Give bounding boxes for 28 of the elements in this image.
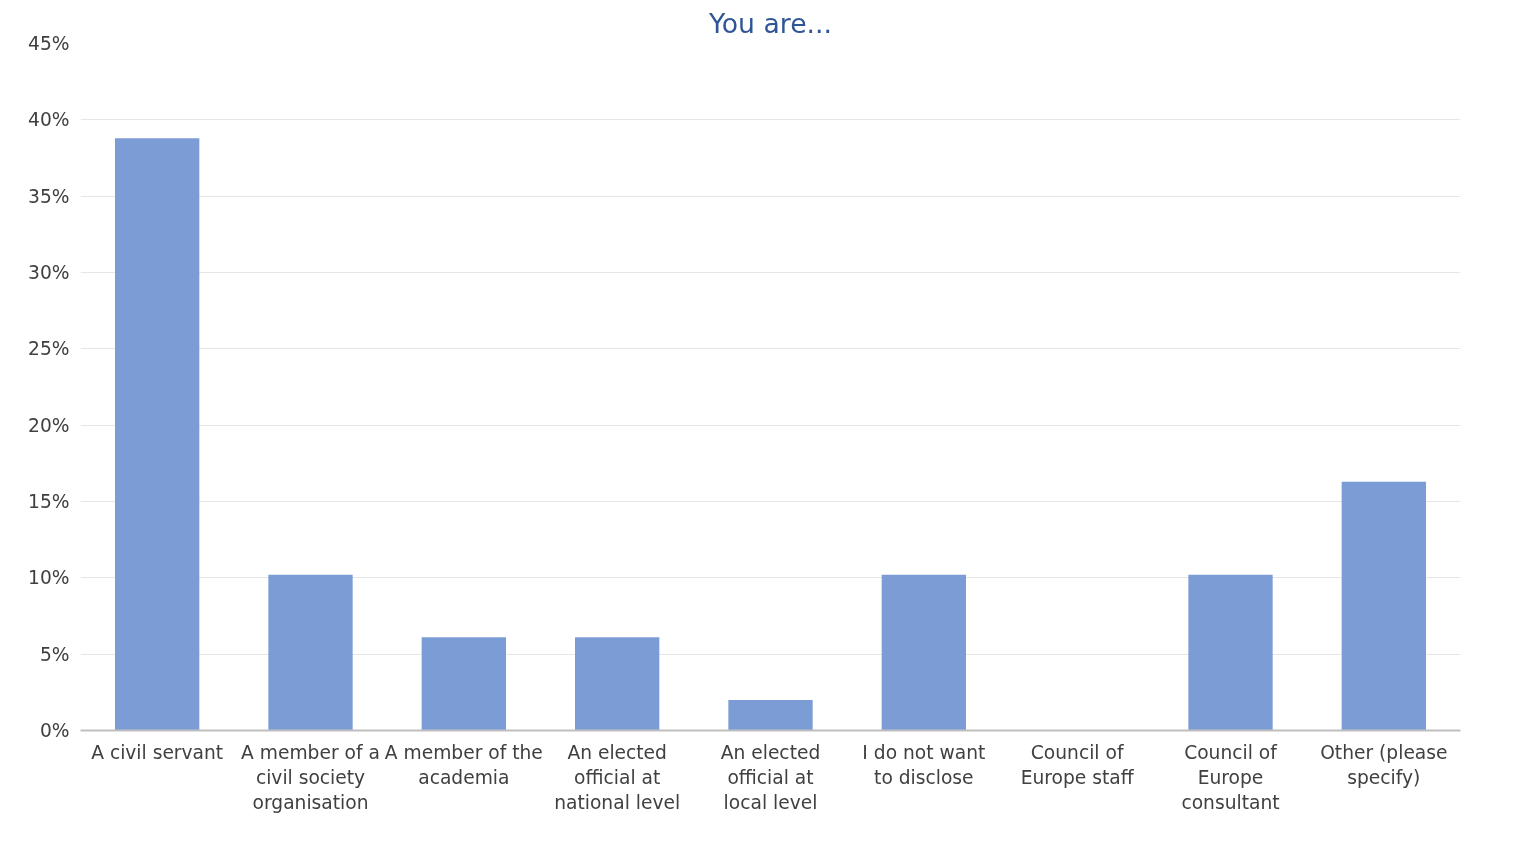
y-tick-label: 5% [39, 643, 70, 665]
x-tick-label: An elected official at local level [720, 741, 821, 813]
x-tick-label: Council of Europe staff [1020, 741, 1135, 788]
bar [421, 637, 506, 731]
bar [1341, 481, 1426, 731]
y-tick-label: 15% [28, 491, 70, 512]
x-tick-label: An elected official at national level [554, 741, 681, 813]
x-tick-label: A civil servant [91, 741, 224, 763]
y-tick-label: 45% [28, 33, 70, 54]
y-tick-label: 0% [39, 720, 70, 741]
bar [115, 138, 200, 731]
x-tick-label: I do not want to disclose [862, 741, 986, 788]
bar [881, 574, 966, 731]
bar [268, 574, 353, 731]
bar [1188, 574, 1273, 731]
x-tick-label: Council of Europe consultant [1181, 741, 1280, 813]
y-tick-label: 40% [28, 109, 70, 131]
y-tick-label: 20% [28, 414, 70, 436]
x-tick-label: A member of the academia [384, 741, 543, 788]
bar [728, 699, 813, 731]
y-tick-label: 25% [28, 338, 70, 360]
y-tick-label: 35% [28, 185, 70, 207]
y-tick-label: 10% [28, 567, 70, 589]
chart-title: You are... [708, 7, 832, 39]
x-tick-label: A member of a civil society organisation [241, 741, 380, 813]
x-tick-label: Other (please specify) [1320, 741, 1448, 788]
y-tick-label: 30% [28, 262, 70, 283]
bar [575, 637, 660, 731]
